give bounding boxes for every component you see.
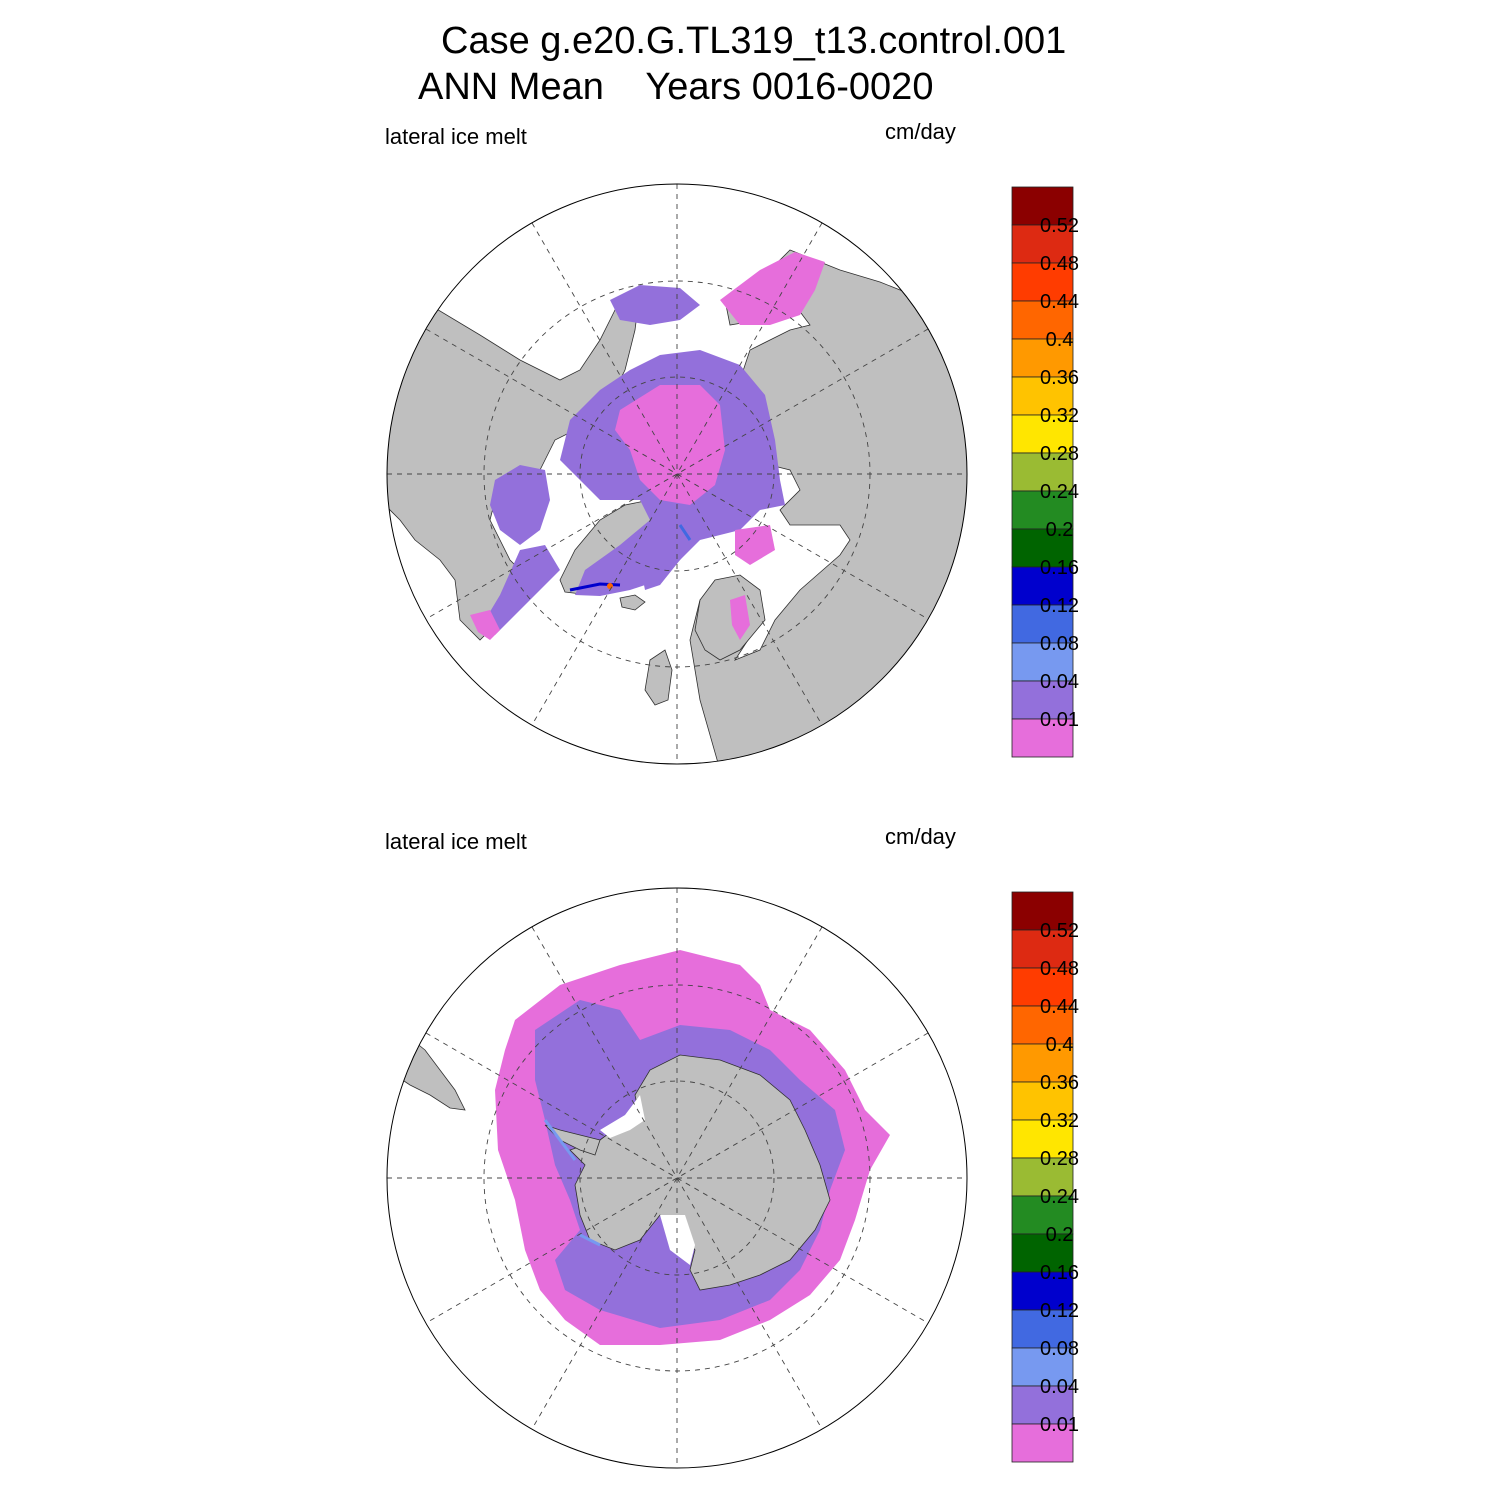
north-polar-map (386, 183, 968, 765)
north-colorbar-label: 0.08 (1040, 633, 1079, 655)
south-colorbar: 0.52 0.48 0.44 0.4 0.36 0.32 0.28 0.24 0.2 0.16 0.… (1011, 891, 1079, 1463)
north-colorbar-label: 0.16 (1040, 557, 1079, 579)
south-colorbar-label: 0.4 (1046, 1034, 1074, 1056)
south-colorbar-label: 0.52 (1040, 920, 1079, 942)
north-ice-high-melt-band (569, 582, 621, 592)
north-map-border (386, 183, 968, 765)
figure-title-case: Case g.e20.G.TL319_t13.control.001 (441, 20, 1067, 62)
south-colorbar-box (1011, 1195, 1074, 1235)
south-colorbar-box (1011, 1233, 1074, 1273)
south-colorbar-box (1011, 1157, 1074, 1197)
south-colorbar-label: 0.24 (1040, 1186, 1079, 1208)
north-colorbar-box (1011, 186, 1074, 226)
north-ice-chukchi (610, 285, 700, 325)
north-ice-blue-band (678, 524, 692, 541)
north-colorbar-box (1011, 490, 1074, 530)
north-colorbar-box (1011, 604, 1074, 644)
south-ice-coastal-melt (543, 1119, 601, 1247)
north-colorbar-box (1011, 642, 1074, 682)
north-colorbar-box (1011, 680, 1074, 720)
south-colorbar-box (1011, 1423, 1074, 1463)
south-panel-units-label: cm/day (885, 824, 956, 849)
north-colorbar-box (1011, 262, 1074, 302)
south-colorbar-label: 0.48 (1040, 958, 1079, 980)
north-ice-bering-okhotsk (720, 252, 825, 325)
south-colorbar-label: 0.44 (1040, 996, 1079, 1018)
south-colorbar-box (1011, 967, 1074, 1007)
south-polar-map (386, 887, 968, 1469)
south-colorbar-box (1011, 1385, 1074, 1425)
north-colorbar-label: 0.12 (1040, 595, 1079, 617)
north-colorbar: 0.52 0.48 0.44 0.4 0.36 0.32 0.28 0.24 0.2 0.16 0.… (1011, 186, 1079, 758)
south-colorbar-box (1011, 1005, 1074, 1045)
north-colorbar-label: 0.36 (1040, 367, 1079, 389)
north-colorbar-label: 0.44 (1040, 291, 1079, 313)
north-ice-labrador-edge (470, 610, 500, 640)
south-colorbar-label: 0.36 (1040, 1072, 1079, 1094)
north-panel-variable-label: lateral ice melt (385, 124, 527, 149)
south-colorbar-label: 0.01 (1040, 1414, 1079, 1436)
south-colorbar-label: 0.32 (1040, 1110, 1079, 1132)
south-ice-shelf-weddell (600, 1095, 645, 1138)
south-colorbar-label: 0.04 (1040, 1376, 1079, 1398)
north-colorbar-label: 0.4 (1046, 329, 1074, 351)
south-map-border (386, 887, 968, 1469)
north-gridlines (387, 184, 967, 764)
south-ice-shelf-ross (660, 1215, 695, 1265)
north-land-iceland (619, 594, 646, 611)
south-panel-variable-label: lateral ice melt (385, 829, 527, 854)
south-colorbar-label: 0.08 (1040, 1338, 1079, 1360)
figure-title-period: ANN Mean Years 0016-0020 (418, 66, 934, 108)
south-colorbar-box (1011, 1309, 1074, 1349)
north-colorbar-label: 0.24 (1040, 481, 1079, 503)
south-colorbar-label: 0.2 (1046, 1224, 1074, 1246)
north-ice-baltic (730, 595, 750, 640)
north-colorbar-box (1011, 718, 1074, 758)
south-colorbar-box (1011, 891, 1074, 931)
north-colorbar-label: 0.48 (1040, 253, 1079, 275)
north-colorbar-label: 0.01 (1040, 709, 1079, 731)
north-ice-hudson-bay (490, 465, 550, 545)
north-colorbar-box (1011, 338, 1074, 378)
south-gridlines (387, 888, 967, 1468)
south-colorbar-label: 0.16 (1040, 1262, 1079, 1284)
north-colorbar-label: 0.32 (1040, 405, 1079, 427)
north-colorbar-label: 0.52 (1040, 215, 1079, 237)
north-colorbar-box (1011, 528, 1074, 568)
north-ice-east-greenland (640, 520, 700, 590)
south-colorbar-box (1011, 1043, 1074, 1083)
north-colorbar-label: 0.28 (1040, 443, 1079, 465)
north-colorbar-label: 0.04 (1040, 671, 1079, 693)
north-ice-hotspot (607, 583, 613, 589)
south-colorbar-label: 0.12 (1040, 1300, 1079, 1322)
south-colorbar-box (1011, 1081, 1074, 1121)
north-land-british-isles (644, 649, 673, 706)
north-ice-barents-edge (735, 525, 775, 565)
south-colorbar-box (1011, 1347, 1074, 1387)
south-colorbar-label: 0.28 (1040, 1148, 1079, 1170)
south-land-antarctica (569, 1054, 831, 1291)
north-colorbar-label: 0.2 (1046, 519, 1074, 541)
north-panel-units-label: cm/day (885, 119, 956, 144)
